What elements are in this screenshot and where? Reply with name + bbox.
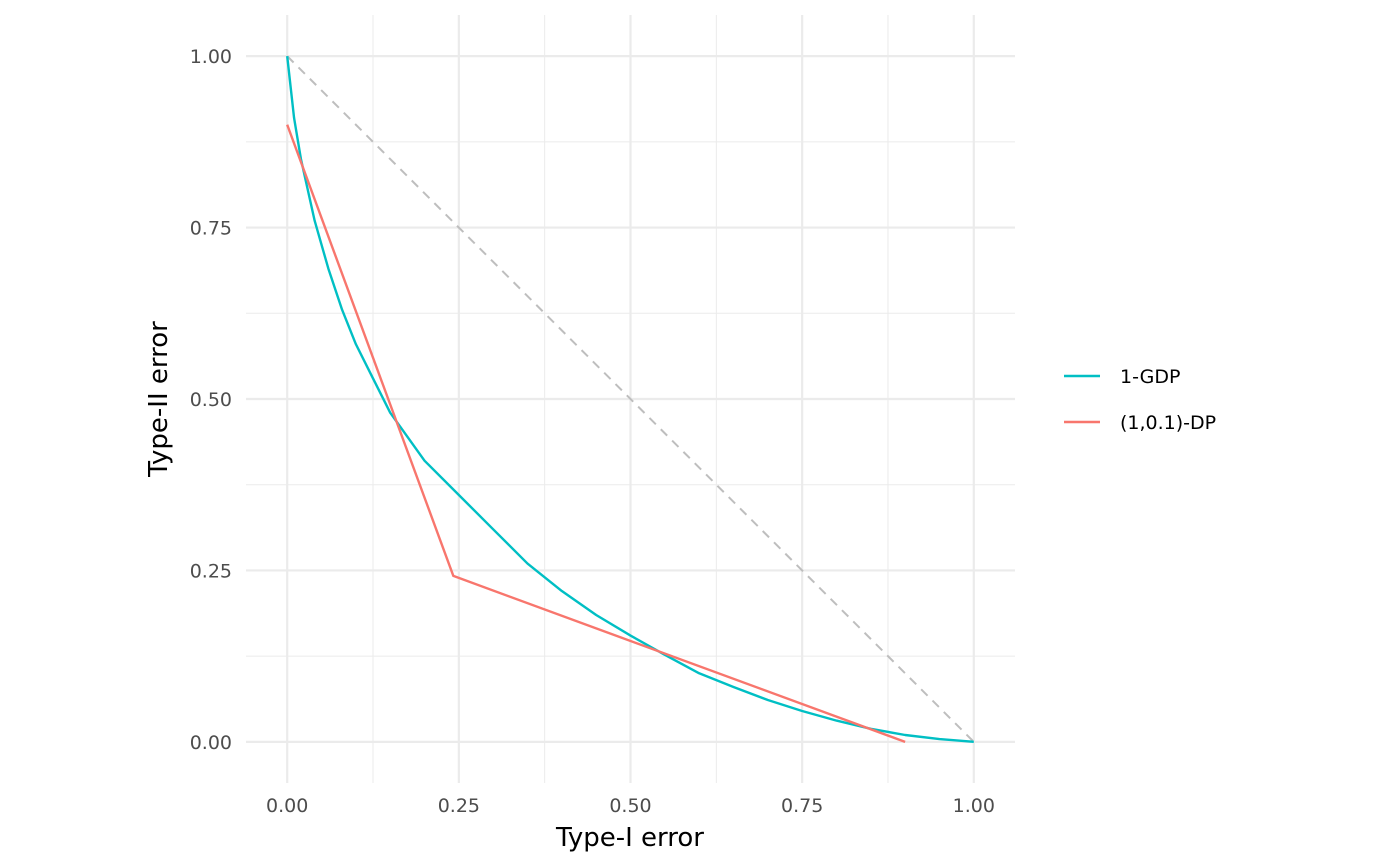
reference-layer <box>286 55 975 743</box>
series-line-1-gdp <box>286 56 974 744</box>
x-tick-label: 0.00 <box>266 795 308 817</box>
y-tick-label: 0.50 <box>190 389 232 411</box>
y-axis-title: Type-II error <box>144 321 174 478</box>
series-line-1-0-1-dp <box>286 124 906 743</box>
x-axis-title: Type-I error <box>555 823 704 853</box>
y-tick-label: 1.00 <box>190 46 232 68</box>
x-tick-label: 0.75 <box>781 795 823 817</box>
y-tick-label: 0.75 <box>190 218 232 240</box>
legend: 1-GDP (1,0.1)-DP <box>1064 366 1216 434</box>
y-tick-label: 0.00 <box>190 732 232 754</box>
x-tick-label: 1.00 <box>953 795 995 817</box>
series-layer <box>286 56 974 744</box>
y-tick-label: 0.25 <box>190 560 232 582</box>
major-grid <box>246 15 1015 783</box>
diagonal-reference-line <box>286 55 975 743</box>
y-axis-tick-labels: 0.00 0.25 0.50 0.75 1.00 <box>190 46 232 754</box>
legend-label: 1-GDP <box>1120 366 1180 388</box>
x-axis-tick-labels: 0.00 0.25 0.50 0.75 1.00 <box>266 795 995 817</box>
legend-label: (1,0.1)-DP <box>1120 412 1216 434</box>
x-tick-label: 0.50 <box>609 795 651 817</box>
x-tick-label: 0.25 <box>438 795 480 817</box>
